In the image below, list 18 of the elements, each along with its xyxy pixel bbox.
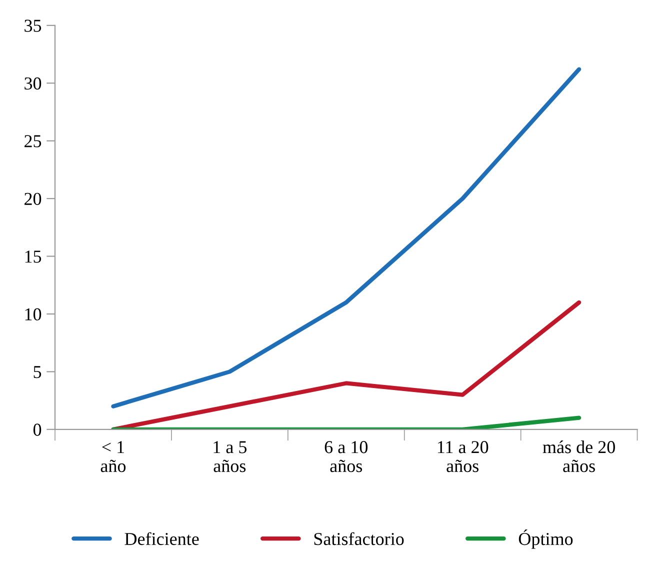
- legend-label: Satisfactorio: [314, 532, 404, 546]
- legend-label: Óptimo: [518, 529, 573, 549]
- line-series: [111, 300, 582, 430]
- x-tick-label: 11 a 20 años: [438, 441, 488, 472]
- x-tick-label: más de 20 años: [542, 440, 615, 472]
- legend-label: Deficiente: [124, 532, 199, 546]
- y-tick-label: 5: [34, 366, 42, 378]
- y-tick-label: 30: [24, 77, 42, 90]
- y-tick-label: 10: [25, 308, 42, 320]
- y-tick-label: 15: [25, 250, 42, 263]
- line-series: [111, 67, 582, 408]
- y-tick-label: 0: [33, 424, 42, 436]
- y-tick-label: 20: [24, 192, 42, 205]
- y-tick-label: 35: [24, 20, 42, 32]
- x-tick-label: 6 a 10 años: [324, 441, 368, 472]
- y-tick-label: 25: [24, 135, 42, 148]
- x-tick-label: 1 a 5 años: [214, 441, 247, 472]
- x-tick-label: < 1 año: [100, 441, 126, 472]
